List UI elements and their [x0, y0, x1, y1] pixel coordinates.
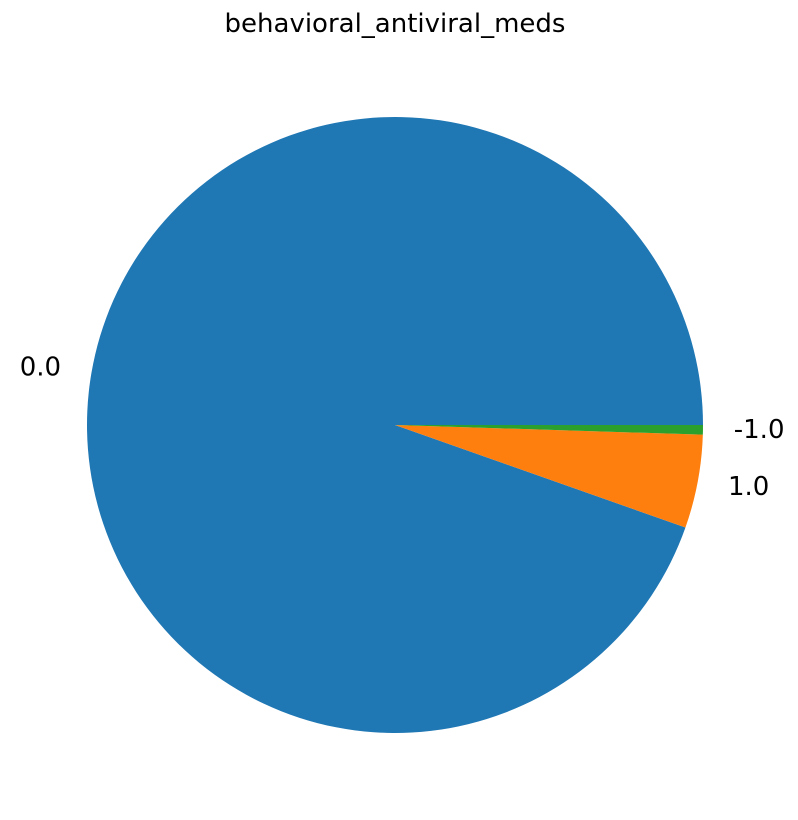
pie-slice-label: 1.0 [728, 472, 769, 502]
chart-title: behavioral_antiviral_meds [225, 9, 566, 39]
pie-slice-label: -1.0 [734, 415, 785, 445]
pie-slice-_1_0 [395, 425, 703, 435]
pie-slices [87, 116, 703, 733]
pie-slice-1_0 [395, 425, 703, 528]
pie-slice-0_0 [87, 116, 703, 733]
pie-labels: 0.0 1.0 -1.0 [20, 352, 785, 502]
pie-slice-label: 0.0 [20, 352, 61, 382]
